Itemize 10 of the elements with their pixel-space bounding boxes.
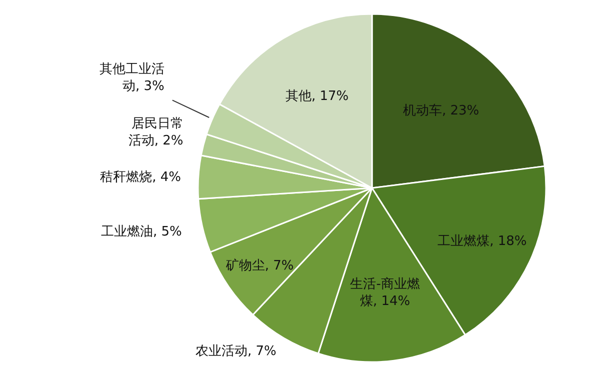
slice-label: 居民日常活动, 2% <box>128 116 184 149</box>
slice-label: 工业燃煤, 18% <box>438 234 527 249</box>
slice-label: 其他, 17% <box>286 89 349 104</box>
slice-label: 生活-商业燃煤, 14% <box>350 277 420 310</box>
slice-label: 其他工业活动, 3% <box>99 62 164 94</box>
slice-label: 机动车, 23% <box>402 104 480 119</box>
slice-label: 农业活动, 7% <box>195 344 276 359</box>
slice-label: 秸秆燃烧, 4% <box>100 170 181 185</box>
slice-label: 工业燃油, 5% <box>100 224 182 240</box>
slice-label: 矿物尘, 7% <box>224 258 294 274</box>
